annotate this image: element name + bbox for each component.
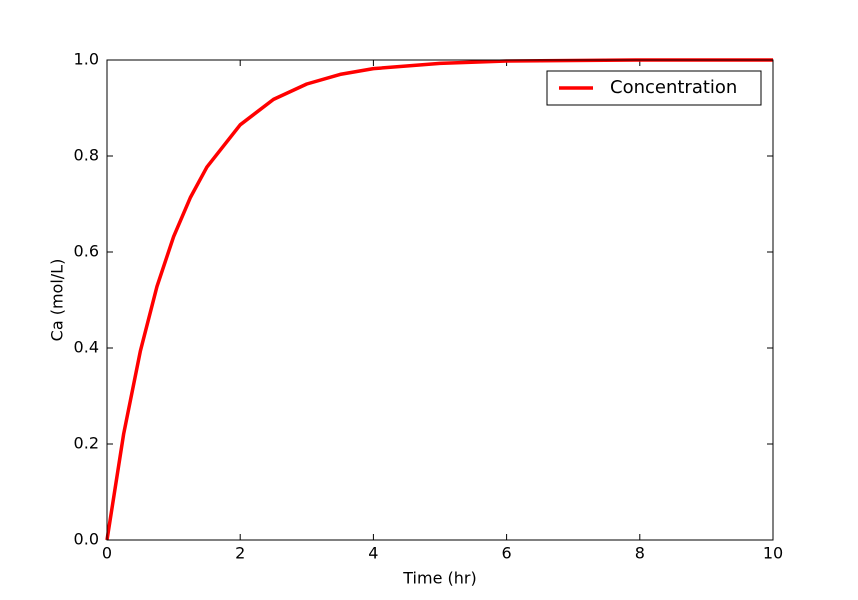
x-tick-label: 8: [635, 544, 645, 563]
x-axis-label: Time (hr): [402, 569, 476, 588]
legend-label: Concentration: [610, 77, 737, 98]
y-tick-label: 0.6: [74, 242, 99, 261]
y-tick-label: 0.2: [74, 434, 99, 453]
y-tick-label: 1.0: [74, 50, 99, 69]
x-tick-label: 0: [102, 544, 112, 563]
plot-frame: [106, 59, 774, 541]
x-tick-label: 10: [763, 544, 783, 563]
x-tick-label: 4: [368, 544, 378, 563]
x-tick-label: 6: [502, 544, 512, 563]
x-tick-label: 2: [235, 544, 245, 563]
y-tick-label: 0.0: [74, 530, 99, 549]
line: [105, 58, 773, 541]
y-tick-label: 0.4: [74, 338, 99, 357]
y-tick-label: 0.8: [74, 146, 99, 165]
y-axis-label: Ca (mol/L): [48, 259, 67, 342]
